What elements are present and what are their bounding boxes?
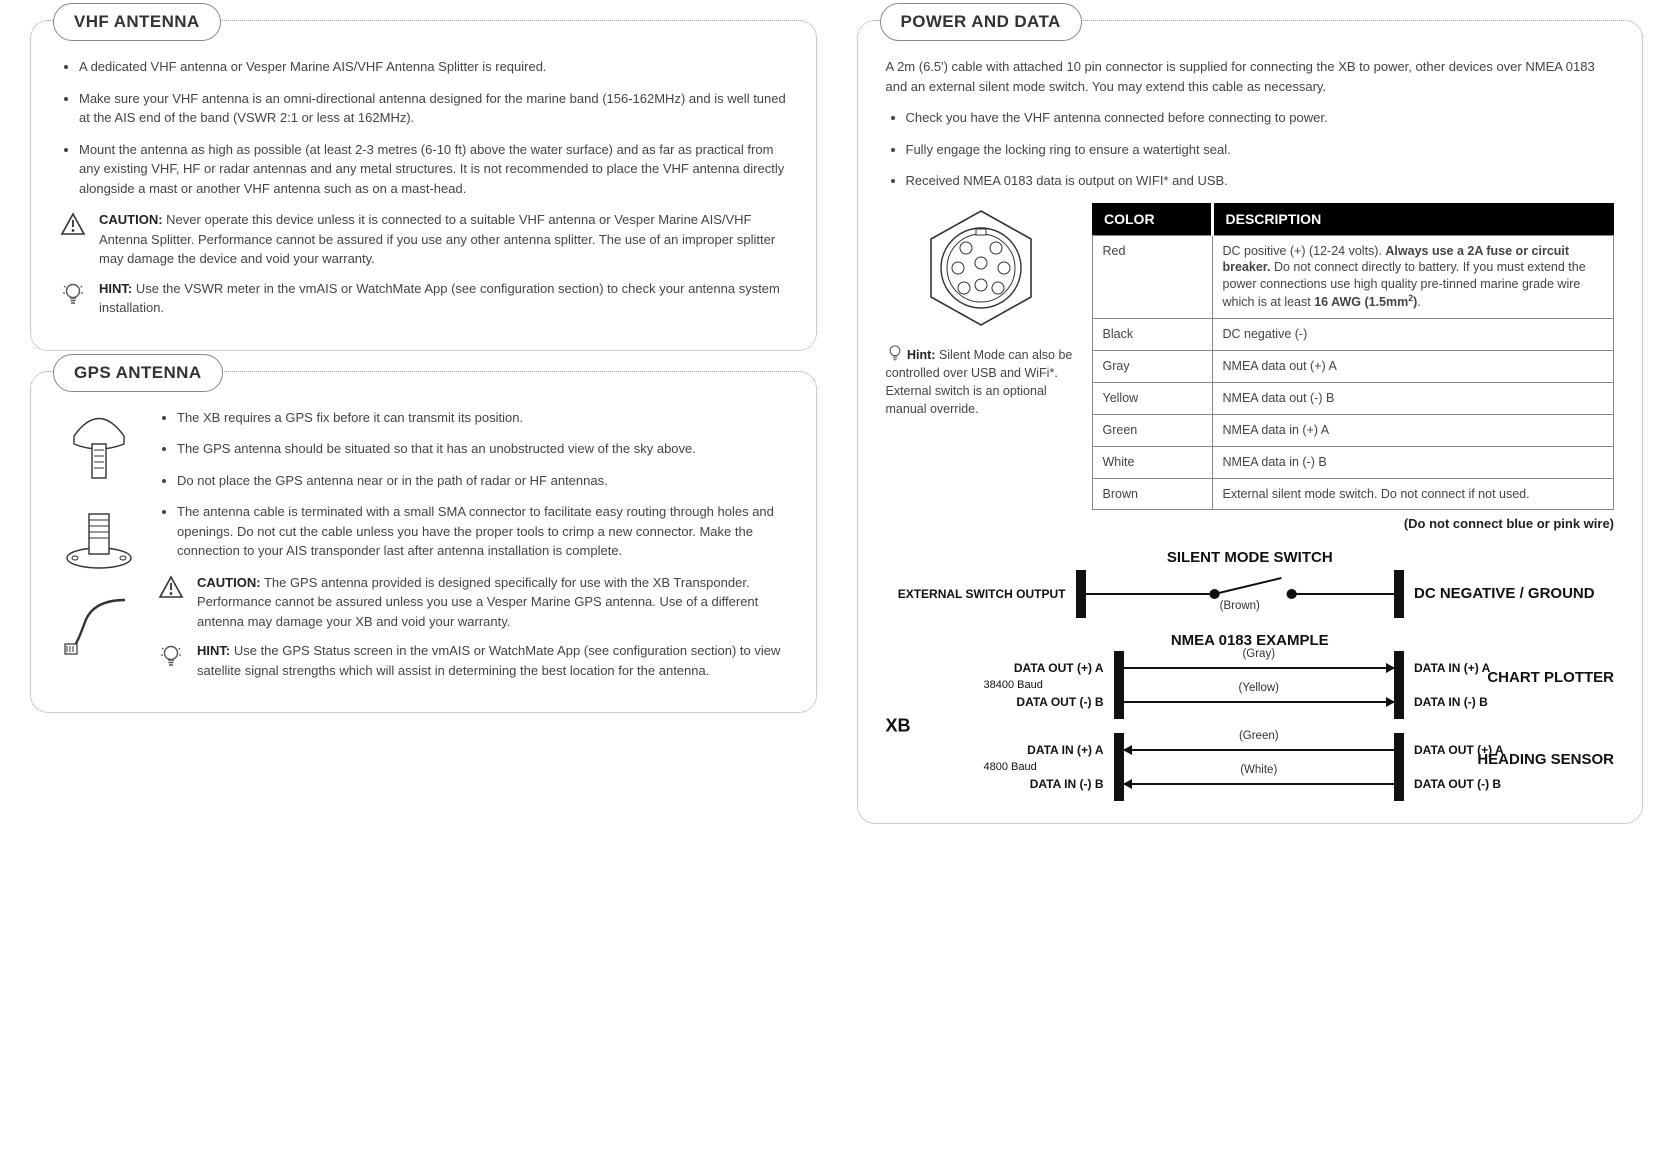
left-column: VHF ANTENNA A dedicated VHF antenna or V… [30, 20, 817, 824]
in-a-label: DATA IN (+) A [924, 743, 1114, 757]
power-bullets: Check you have the VHF antenna connected… [886, 108, 1615, 191]
hint-icon [886, 343, 904, 363]
port-block [1394, 570, 1404, 618]
gps-content: The XB requires a GPS fix before it can … [157, 396, 788, 691]
wire-line [1124, 701, 1395, 703]
table-row: BrownExternal silent mode switch. Do not… [1092, 478, 1614, 510]
heading-sensor-label: HEADING SENSOR [1477, 751, 1614, 768]
ext-switch-label: EXTERNAL SWITCH OUTPUT [886, 587, 1076, 601]
col-color: COLOR [1092, 203, 1212, 236]
wire-color: (Gray) [1242, 648, 1275, 660]
gps-section: GPS ANTENNA [30, 371, 817, 714]
wire-table: COLOR DESCRIPTION Red DC positive (+) (1… [1092, 203, 1615, 511]
hint-icon [157, 641, 185, 680]
hint-text: HINT: Use the GPS Status screen in the v… [197, 641, 788, 680]
list-item: The XB requires a GPS fix before it can … [177, 408, 788, 428]
wire-color: (Green) [1239, 730, 1279, 742]
chart-plotter-label: CHART PLOTTER [1487, 669, 1614, 686]
wire-table-wrap: COLOR DESCRIPTION Red DC positive (+) (1… [1092, 203, 1615, 532]
caution-icon [157, 573, 185, 632]
hint-text: HINT: Use the VSWR meter in the vmAIS or… [99, 279, 788, 318]
table-row: Red DC positive (+) (12-24 volts). Alway… [1092, 235, 1614, 319]
list-item: A dedicated VHF antenna or Vesper Marine… [79, 57, 788, 77]
gps-row: The XB requires a GPS fix before it can … [59, 396, 788, 691]
hint-icon [59, 279, 87, 318]
gps-bullets: The XB requires a GPS fix before it can … [157, 408, 788, 561]
gps-dome-icon [64, 396, 134, 486]
power-section: POWER AND DATA A 2m (6.5') cable with at… [857, 20, 1644, 824]
list-item: Fully engage the locking ring to ensure … [906, 140, 1615, 160]
table-row: YellowNMEA data out (-) B [1092, 382, 1614, 414]
wire-line [1124, 783, 1395, 785]
power-hint: Hint: Silent Mode can also be controlled… [886, 343, 1076, 419]
power-row: Hint: Silent Mode can also be controlled… [886, 203, 1615, 532]
port-block [1394, 733, 1404, 767]
in-b-label: DATA IN (-) B [924, 777, 1114, 791]
vhf-section: VHF ANTENNA A dedicated VHF antenna or V… [30, 20, 817, 351]
list-item: Received NMEA 0183 data is output on WIF… [906, 171, 1615, 191]
table-row: BlackDC negative (-) [1092, 319, 1614, 351]
vhf-caution: CAUTION: Never operate this device unles… [59, 210, 788, 269]
page: VHF ANTENNA A dedicated VHF antenna or V… [30, 20, 1643, 824]
silent-title: SILENT MODE SWITCH [886, 549, 1615, 566]
gps-cable-icon [63, 594, 135, 664]
list-item: The GPS antenna should be situated so th… [177, 439, 788, 459]
table-row: GrayNMEA data out (+) A [1092, 351, 1614, 383]
port-block [1394, 651, 1404, 685]
nmea-group: XB CHART PLOTTER DATA OUT (+) A (Gray) D… [886, 651, 1615, 801]
port-block [1394, 685, 1404, 719]
connector-icon [916, 203, 1046, 333]
wire-line [1124, 749, 1395, 751]
list-item: Mount the antenna as high as possible (a… [79, 140, 788, 199]
port-block [1076, 570, 1086, 618]
silent-row: EXTERNAL SWITCH OUTPUT (Brown) DC [886, 570, 1615, 618]
table-row: GreenNMEA data in (+) A [1092, 414, 1614, 446]
out-b-label: DATA OUT (-) B [924, 695, 1114, 709]
power-intro: A 2m (6.5') cable with attached 10 pin c… [886, 57, 1615, 96]
wire-color: (Yellow) [1239, 682, 1279, 694]
caution-text: CAUTION: Never operate this device unles… [99, 210, 788, 269]
vhf-title: VHF ANTENNA [53, 3, 221, 41]
col-desc: DESCRIPTION [1212, 203, 1614, 236]
wiring-diagram: SILENT MODE SWITCH EXTERNAL SWITCH OUTPU… [886, 549, 1615, 801]
right-column: POWER AND DATA A 2m (6.5') cable with at… [857, 20, 1644, 824]
wire-note: (Do not connect blue or pink wire) [1092, 516, 1615, 531]
power-title: POWER AND DATA [880, 3, 1082, 41]
list-item: Make sure your VHF antenna is an omni-di… [79, 89, 788, 128]
red-desc: DC positive (+) (12-24 volts). Always us… [1212, 235, 1614, 319]
port-block [1114, 685, 1124, 719]
in-b-right: DATA IN (-) B [1404, 695, 1614, 709]
vhf-bullets: A dedicated VHF antenna or Vesper Marine… [59, 57, 788, 198]
out-a-label: DATA OUT (+) A [924, 661, 1114, 675]
nmea-title: NMEA 0183 EXAMPLE [886, 632, 1615, 649]
table-row: WhiteNMEA data in (-) B [1092, 446, 1614, 478]
port-block [1114, 651, 1124, 685]
gps-antenna-images [59, 396, 139, 691]
wire-color: (White) [1240, 764, 1277, 776]
caution-icon [59, 210, 87, 269]
wire-color: (Brown) [1220, 600, 1260, 612]
gps-base-icon [61, 500, 137, 580]
silent-mid: (Brown) [1086, 570, 1395, 618]
list-item: The antenna cable is terminated with a s… [177, 502, 788, 561]
list-item: Check you have the VHF antenna connected… [906, 108, 1615, 128]
caution-text: CAUTION: The GPS antenna provided is des… [197, 573, 788, 632]
gps-hint: HINT: Use the GPS Status screen in the v… [157, 641, 788, 680]
vhf-hint: HINT: Use the VSWR meter in the vmAIS or… [59, 279, 788, 318]
port-block [1394, 767, 1404, 801]
xb-label: XB [886, 716, 911, 737]
wire-line [1124, 667, 1395, 669]
gps-caution: CAUTION: The GPS antenna provided is des… [157, 573, 788, 632]
list-item: Do not place the GPS antenna near or in … [177, 471, 788, 491]
dc-neg-label: DC NEGATIVE / GROUND [1404, 585, 1614, 603]
power-left: Hint: Silent Mode can also be controlled… [886, 203, 1076, 419]
out-b-right: DATA OUT (-) B [1404, 777, 1614, 791]
gps-title: GPS ANTENNA [53, 354, 223, 392]
